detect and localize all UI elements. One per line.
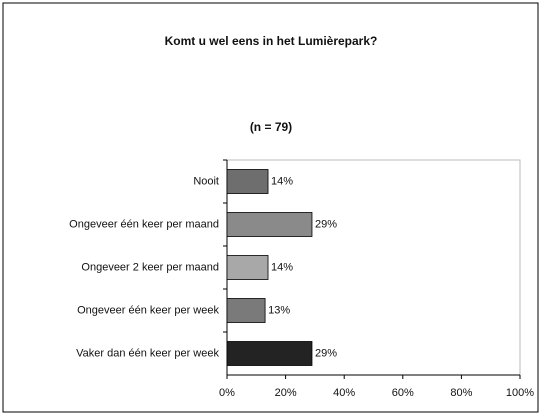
y-tick-label: Ongeveer één keer per maand xyxy=(69,218,219,230)
x-tick-label: 0% xyxy=(219,387,235,399)
x-tick-label: 60% xyxy=(392,387,414,399)
bar xyxy=(226,298,266,323)
bar xyxy=(226,169,269,194)
chart-title: Komt u wel eens in het Lumièrepark? xyxy=(165,34,378,48)
y-tick-label: Ongeveer 2 keer per maand xyxy=(81,261,219,273)
x-tick-label: 100% xyxy=(506,387,534,399)
chart-subtitle: (n = 79) xyxy=(250,120,292,134)
data-label: 14% xyxy=(271,175,293,187)
bar xyxy=(226,255,269,280)
bar xyxy=(226,341,313,366)
y-tick-label: Nooit xyxy=(193,175,219,187)
y-tick-label: Vaker dan één keer per week xyxy=(76,347,219,359)
data-label: 14% xyxy=(271,261,293,273)
y-tick-label: Ongeveer één keer per week xyxy=(77,304,219,316)
bar xyxy=(226,212,313,237)
x-tick-label: 40% xyxy=(333,387,355,399)
data-label: 13% xyxy=(268,304,290,316)
data-label: 29% xyxy=(315,347,337,359)
x-tick-label: 20% xyxy=(275,387,297,399)
data-label: 29% xyxy=(315,218,337,230)
x-tick-label: 80% xyxy=(450,387,472,399)
